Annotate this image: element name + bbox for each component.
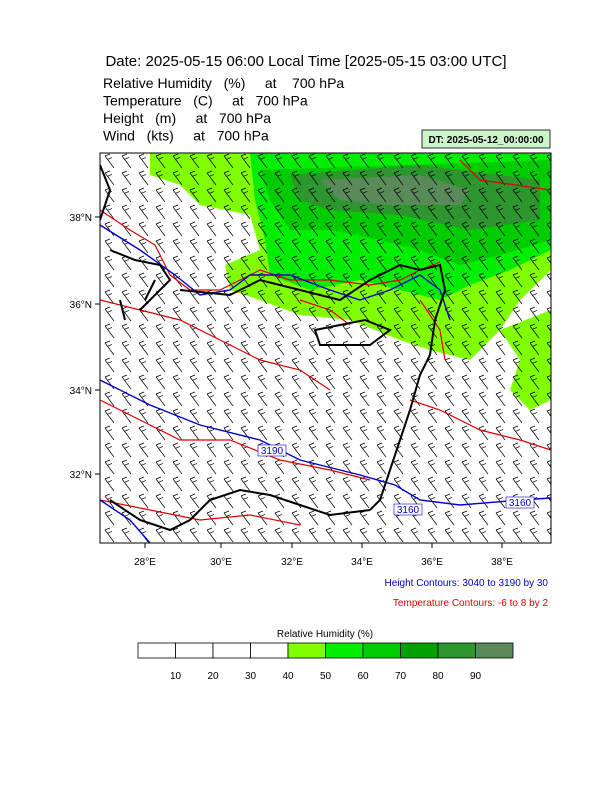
dt-label: DT: 2025-05-12_00:00:00 <box>428 135 544 146</box>
lat-label: 32°N <box>70 470 92 481</box>
colorbar-box <box>175 642 214 659</box>
contour-label-box <box>393 503 423 516</box>
contour-labels: 3190 3160 3160 <box>257 444 535 516</box>
colorbar-box <box>287 642 326 659</box>
colorbar: 10 20 30 40 50 60 70 80 90 <box>137 642 514 682</box>
colorbar-box <box>212 642 251 659</box>
contour-label: 3190 <box>261 446 284 457</box>
colorbar-label: 30 <box>245 671 257 682</box>
contour-label-box <box>257 444 287 457</box>
colorbar-box <box>137 642 176 659</box>
colorbar-label: 10 <box>170 671 182 682</box>
colorbar-label: 90 <box>470 671 482 682</box>
colorbar-label: 20 <box>207 671 219 682</box>
colorbar-label: 70 <box>395 671 407 682</box>
field-line: Wind (kts) at 700 hPa <box>103 128 269 144</box>
temperature-note: Temperature Contours: -6 to 8 by 2 <box>393 598 549 609</box>
contour-label: 3160 <box>397 505 420 516</box>
field-line: Height (m) at 700 hPa <box>103 110 271 126</box>
lat-label: 36°N <box>70 300 92 311</box>
contour-label-box <box>505 496 535 509</box>
lon-label: 38°E <box>491 557 513 568</box>
colorbar-box <box>250 642 289 659</box>
lon-label: 32°E <box>281 557 303 568</box>
lon-label: 34°E <box>351 557 373 568</box>
colorbar-label: 80 <box>432 671 444 682</box>
map <box>100 153 551 543</box>
axis-labels: 28°E 30°E 32°E 34°E 36°E 38°E 38°N 36°N 34°N 32°N <box>70 213 514 568</box>
colorbar-box <box>362 642 401 659</box>
colorbar-label: 40 <box>282 671 294 682</box>
colorbar-box <box>475 642 514 659</box>
lon-label: 36°E <box>421 557 443 568</box>
title: Date: 2025-05-15 06:00 Local Time [2025-… <box>105 53 506 70</box>
colorbar-box <box>437 642 476 659</box>
colorbar-label: 50 <box>320 671 332 682</box>
dt-box <box>421 129 551 149</box>
colorbar-box <box>400 642 439 659</box>
field-list: Relative Humidity (%) at 700 hPa Temperat… <box>103 75 344 144</box>
contour-label: 3160 <box>509 498 532 509</box>
lat-label: 38°N <box>70 213 92 224</box>
colorbar-box <box>325 642 364 659</box>
field-line: Temperature (C) at 700 hPa <box>103 93 308 109</box>
map-frame <box>99 152 552 544</box>
height-note: Height Contours: 3040 to 3190 by 30 <box>385 578 549 589</box>
lon-label: 28°E <box>134 557 156 568</box>
colorbar-title: Relative Humidity (%) <box>277 629 373 640</box>
lon-label: 30°E <box>210 557 232 568</box>
colorbar-label: 60 <box>357 671 369 682</box>
lat-label: 34°N <box>70 386 92 397</box>
field-line: Relative Humidity (%) at 700 hPa <box>103 75 344 91</box>
